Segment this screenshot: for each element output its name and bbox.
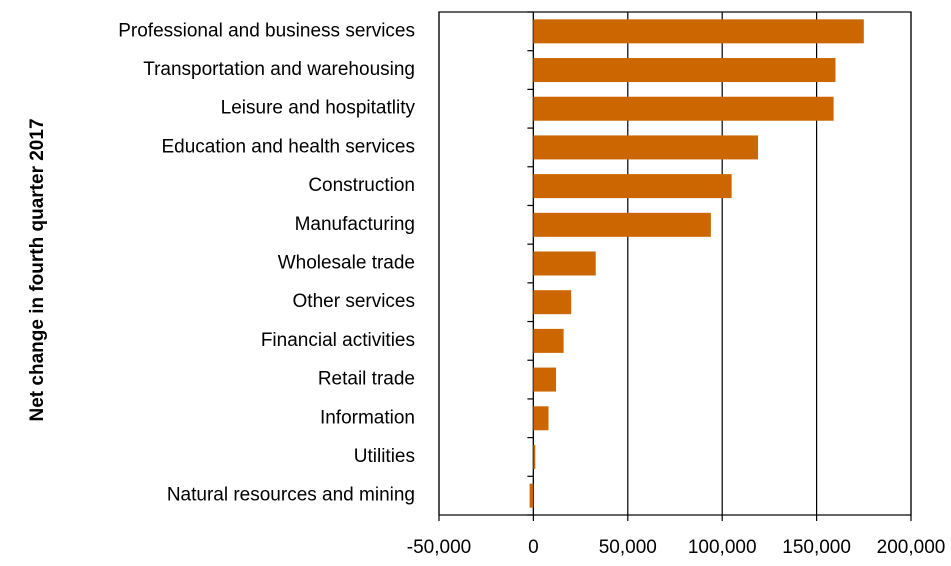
x-tick-label: -50,000: [407, 537, 471, 558]
bar: [533, 174, 732, 199]
y-tick-label: Financial activities: [261, 330, 415, 351]
bar: [533, 19, 864, 44]
x-tick-label: 100,000: [688, 537, 757, 558]
bar: [533, 58, 836, 83]
y-tick-label: Professional and business services: [118, 20, 415, 41]
bar: [533, 135, 759, 160]
y-tick-label: Leisure and hospitatlity: [221, 98, 416, 119]
y-tick-label: Construction: [308, 175, 415, 196]
x-tick-label: 150,000: [782, 537, 851, 558]
y-tick-label: Retail trade: [318, 369, 415, 390]
y-tick-label: Manufacturing: [295, 214, 415, 235]
y-tick-label: Education and health services: [162, 136, 416, 157]
y-tick-label: Information: [320, 407, 415, 428]
bar: [533, 328, 564, 353]
bar: [529, 483, 534, 508]
y-tick-label: Natural resources and mining: [167, 485, 415, 506]
y-tick-label: Utilities: [354, 446, 415, 467]
bar: [533, 367, 557, 392]
bar: [533, 212, 711, 237]
y-axis-label: Net change in fourth quarter 2017: [27, 118, 48, 421]
y-tick-label: Other services: [293, 291, 415, 312]
bar: [533, 444, 536, 469]
y-tick-label: Wholesale trade: [278, 253, 415, 274]
plot-frame: [438, 11, 912, 516]
y-tick-label: Transportation and warehousing: [143, 59, 415, 80]
x-tick-label: 50,000: [599, 537, 657, 558]
bar: [533, 96, 834, 121]
bar: [533, 290, 572, 315]
x-tick-label: 0: [528, 537, 539, 558]
bar: [533, 406, 549, 431]
bar: [533, 251, 596, 276]
x-tick-label: 200,000: [877, 537, 946, 558]
